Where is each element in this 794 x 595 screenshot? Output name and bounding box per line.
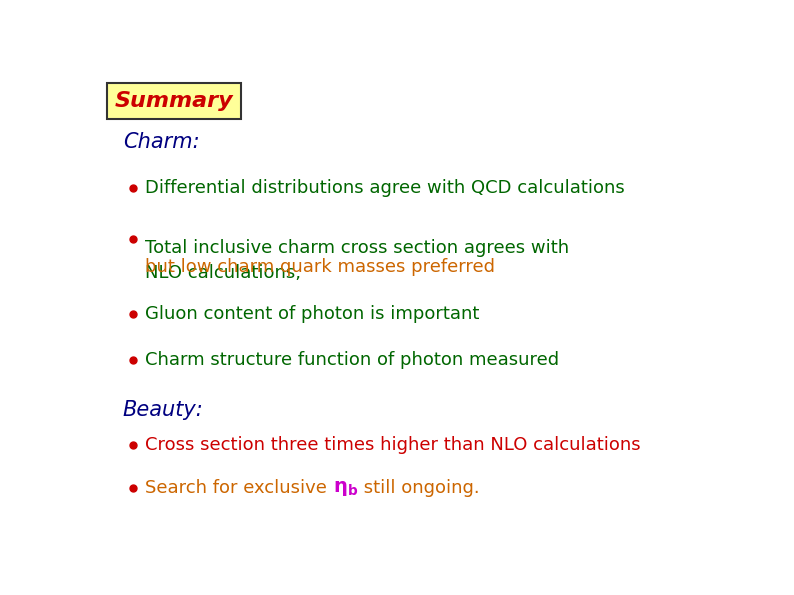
Text: Differential distributions agree with QCD calculations: Differential distributions agree with QC… bbox=[145, 179, 625, 197]
Text: Gluon content of photon is important: Gluon content of photon is important bbox=[145, 305, 480, 323]
Text: still ongoing.: still ongoing. bbox=[358, 480, 480, 497]
Text: Cross section three times higher than NLO calculations: Cross section three times higher than NL… bbox=[145, 436, 641, 454]
Text: Summary: Summary bbox=[114, 91, 233, 111]
Text: Charm:: Charm: bbox=[122, 133, 199, 152]
Text: $\mathbf{\eta_b}$: $\mathbf{\eta_b}$ bbox=[333, 479, 358, 498]
Text: Beauty:: Beauty: bbox=[122, 400, 203, 421]
Text: Charm structure function of photon measured: Charm structure function of photon measu… bbox=[145, 351, 560, 369]
Text: Search for exclusive: Search for exclusive bbox=[145, 480, 333, 497]
Text: but low charm quark masses preferred: but low charm quark masses preferred bbox=[145, 258, 495, 276]
Text: Total inclusive charm cross section agrees with
NLO calculations,: Total inclusive charm cross section agre… bbox=[145, 239, 569, 281]
